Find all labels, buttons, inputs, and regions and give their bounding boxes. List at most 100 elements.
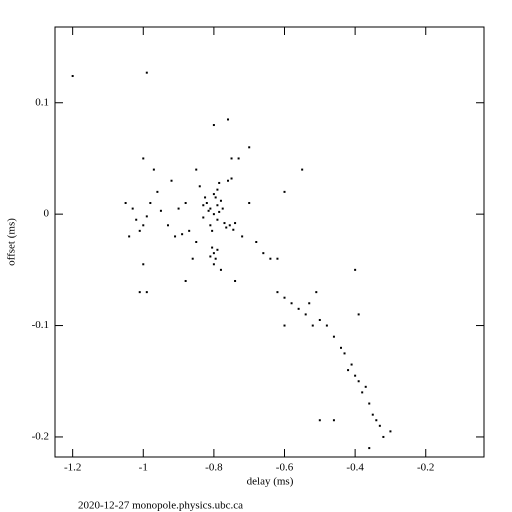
point: [142, 224, 145, 227]
point: [332, 419, 335, 422]
point: [202, 216, 205, 219]
point: [71, 75, 74, 78]
point: [361, 391, 364, 394]
plot-frame: [54, 26, 485, 458]
point: [301, 168, 304, 171]
y-tick-label: -0.2: [32, 430, 49, 442]
point: [149, 202, 152, 205]
point: [205, 202, 208, 205]
point: [212, 252, 215, 255]
point: [212, 193, 215, 196]
point: [138, 229, 141, 232]
point: [184, 279, 187, 282]
point: [211, 246, 214, 249]
point: [204, 196, 207, 199]
x-tick-label: -1.2: [64, 462, 81, 474]
point: [332, 335, 335, 338]
point: [135, 218, 138, 221]
point: [255, 241, 258, 243]
point: [228, 224, 231, 227]
point: [156, 190, 159, 193]
y-tick-label: 0.1: [35, 96, 49, 108]
point: [207, 209, 210, 212]
point: [375, 419, 378, 422]
y-axis-label: offset (ms): [6, 218, 18, 266]
point: [214, 257, 217, 260]
point: [212, 124, 215, 127]
point: [225, 226, 228, 229]
point: [209, 255, 212, 258]
point: [382, 435, 385, 438]
point: [343, 352, 346, 355]
point: [195, 168, 198, 171]
point: [276, 291, 279, 294]
point: [211, 229, 214, 232]
point: [191, 257, 194, 260]
point: [218, 210, 221, 213]
point: [357, 313, 360, 316]
point: [364, 385, 367, 388]
point: [308, 302, 311, 305]
footer: 2020-12-27 monopole.physics.ubc.ca: [78, 500, 243, 512]
point: [389, 430, 392, 433]
point: [276, 257, 279, 260]
point: [212, 213, 215, 216]
point: [198, 185, 201, 188]
point: [170, 179, 173, 182]
point: [227, 179, 230, 182]
point: [234, 222, 237, 225]
point: [184, 202, 187, 205]
point: [371, 413, 374, 416]
point: [221, 207, 224, 210]
point: [218, 181, 221, 184]
point: [241, 235, 244, 238]
point: [128, 235, 131, 238]
x-tick-label: -0.2: [417, 462, 434, 474]
point: [142, 157, 145, 160]
point: [269, 257, 272, 260]
point: [216, 248, 219, 251]
point: [142, 263, 145, 266]
point: [219, 199, 222, 202]
point: [138, 291, 141, 294]
point: [234, 279, 237, 282]
point: [124, 202, 127, 205]
y-tick-label: 0: [44, 208, 50, 220]
point: [290, 302, 293, 305]
point: [216, 188, 219, 191]
x-axis-label: delay (ms): [247, 476, 294, 488]
point: [227, 118, 230, 121]
x-tick-label: -1: [139, 462, 148, 474]
point: [152, 168, 155, 171]
point: [318, 318, 321, 321]
point: [216, 218, 219, 221]
point: [248, 146, 251, 149]
point: [283, 190, 286, 193]
x-tick-label: -0.4: [346, 462, 364, 474]
point: [354, 374, 357, 377]
point: [181, 233, 184, 236]
point: [340, 346, 342, 349]
y-tick-label: -0.1: [32, 319, 49, 331]
point: [262, 252, 265, 255]
point: [318, 419, 321, 422]
point: [174, 235, 177, 238]
point: [219, 268, 222, 271]
point: [212, 263, 215, 266]
x-tick-label: -0.8: [205, 462, 223, 474]
point: [195, 241, 198, 243]
point: [145, 215, 148, 218]
point: [347, 369, 350, 372]
point: [368, 447, 371, 450]
point: [378, 424, 381, 427]
x-tick-label: -0.6: [276, 462, 294, 474]
point: [177, 207, 180, 210]
point: [368, 402, 371, 405]
point: [248, 202, 251, 205]
point: [145, 71, 148, 74]
point: [230, 157, 233, 160]
point: [209, 224, 212, 227]
point: [223, 222, 226, 225]
point: [283, 296, 286, 299]
